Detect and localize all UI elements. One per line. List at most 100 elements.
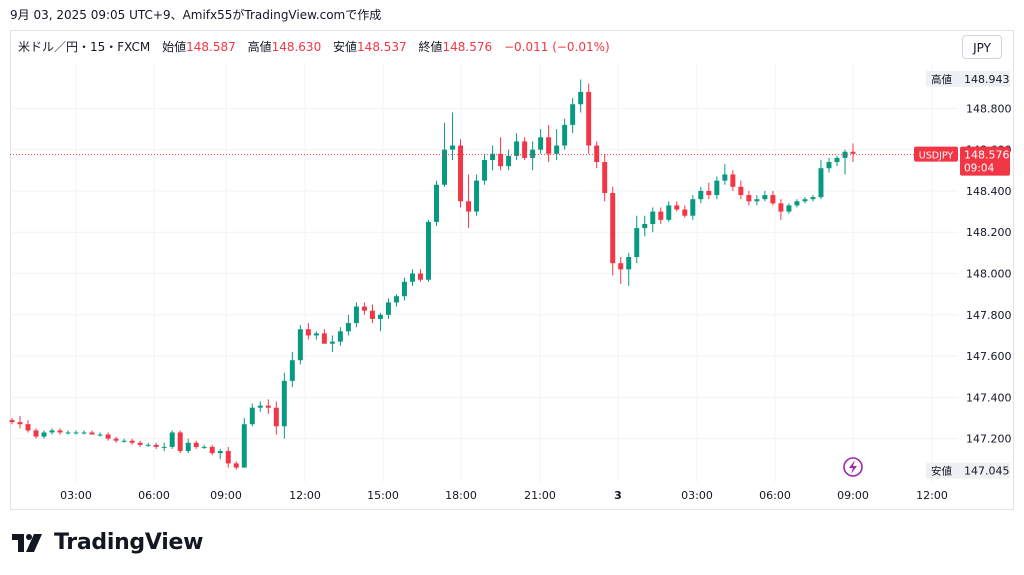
x-tick-label: 06:00 [759, 489, 791, 502]
high-marker-label: 高値 [931, 73, 952, 86]
candle-body [33, 430, 39, 437]
candle-body [714, 180, 720, 196]
x-tick-label: 09:00 [210, 489, 242, 502]
candle-body [666, 205, 672, 220]
x-tick-label: 09:00 [837, 489, 869, 502]
candle-body [265, 405, 271, 408]
candle-body [289, 360, 295, 381]
legend-change: −0.011 (−0.01%) [503, 40, 610, 54]
y-tick-label: 148.000 [966, 268, 1012, 281]
candle-body [834, 157, 840, 163]
candle-body [690, 199, 696, 216]
candle-body [97, 434, 103, 436]
candle-body [474, 180, 480, 212]
candle-body [137, 442, 143, 445]
candle-body [634, 228, 640, 258]
candle-body [434, 184, 439, 222]
candle-body [129, 440, 135, 443]
legend-high-value: 148.630 [271, 40, 322, 54]
event-lightning-bolt-icon [849, 460, 857, 474]
candle-body [754, 199, 760, 202]
last-price-symbol-box [914, 146, 958, 162]
legend-low-value: 148.537 [357, 40, 407, 54]
candle-body [249, 407, 255, 425]
y-tick-label: 148.400 [966, 185, 1012, 198]
candle-body [73, 432, 79, 434]
candle-body [225, 451, 231, 464]
candle-body [722, 174, 728, 181]
x-tick-label: 03:00 [60, 489, 92, 502]
candle-body [538, 137, 544, 150]
candle-body [650, 211, 656, 224]
candle-body [193, 442, 199, 447]
candle-body [506, 155, 512, 167]
y-tick-label: 148.800 [966, 102, 1012, 115]
candle-body [498, 153, 504, 167]
candle-body [738, 186, 744, 196]
candle-body [145, 444, 151, 446]
chart-caption: 9月 03, 2025 09:05 UTC+9、Amifx55がTradingV… [10, 8, 382, 22]
x-tick-label: 12:00 [916, 489, 948, 502]
candle-body [522, 141, 528, 158]
brand-name: TradingView [54, 530, 204, 555]
currency-button[interactable]: JPY [962, 35, 1002, 59]
low-marker-value: 147.045 [964, 465, 1010, 478]
candle-body [770, 195, 776, 204]
x-tick-label: 03:00 [681, 489, 713, 502]
candle-body [642, 223, 648, 229]
candle-body [682, 209, 688, 216]
legend-high-label: 高値 [247, 40, 272, 54]
candle-body [281, 380, 287, 427]
candle-body [385, 302, 391, 315]
candle-body [562, 124, 568, 146]
candle-body [698, 190, 704, 200]
last-price-time: 09:04 [964, 163, 995, 175]
candle-body [458, 145, 464, 202]
candle-body [618, 263, 624, 270]
candle-body [233, 463, 239, 468]
candle-body [802, 199, 808, 202]
candle-body [241, 424, 247, 468]
candle-body [169, 432, 175, 447]
candle-body [578, 91, 584, 105]
candle-body [305, 329, 311, 336]
candle-body [153, 444, 159, 447]
candle-body [762, 195, 768, 200]
candle-body [121, 440, 127, 442]
candle-body [257, 405, 263, 408]
candle-body [442, 149, 447, 185]
candle-body [113, 438, 119, 441]
last-price-box [960, 146, 1010, 176]
y-tick-label: 147.600 [966, 350, 1012, 363]
legend-symbol[interactable]: 米ドル／円・15・FXCM [18, 40, 151, 54]
legend-low-label: 安値 [333, 40, 358, 54]
candle-body [850, 151, 856, 154]
candle-body [65, 432, 71, 434]
candle-body [25, 424, 31, 431]
x-tick-label: 21:00 [524, 489, 556, 502]
candle-body [369, 310, 375, 319]
candle-body [409, 273, 415, 282]
candle-body [530, 149, 536, 158]
tradingview-brand[interactable]: TradingView [12, 530, 203, 555]
candle-body [361, 306, 367, 311]
candle-body [674, 205, 680, 210]
candle-body [658, 211, 664, 220]
candle-body [418, 273, 423, 280]
candle-body [185, 442, 191, 452]
candle-body [570, 104, 576, 125]
candle-body [393, 296, 399, 303]
candle-body [161, 446, 167, 448]
candle-body [273, 407, 279, 427]
x-tick-label: 12:00 [289, 489, 321, 502]
y-tick-label: 148.200 [966, 226, 1012, 239]
x-tick-label: 15:00 [367, 489, 399, 502]
x-tick-label: 18:00 [445, 489, 477, 502]
candle-body [177, 432, 183, 452]
chart-frame[interactable] [10, 30, 1014, 510]
candle-body [514, 141, 520, 156]
legend-close-label: 終値 [418, 40, 443, 54]
candle-body [746, 195, 752, 202]
candle-body [329, 341, 335, 344]
